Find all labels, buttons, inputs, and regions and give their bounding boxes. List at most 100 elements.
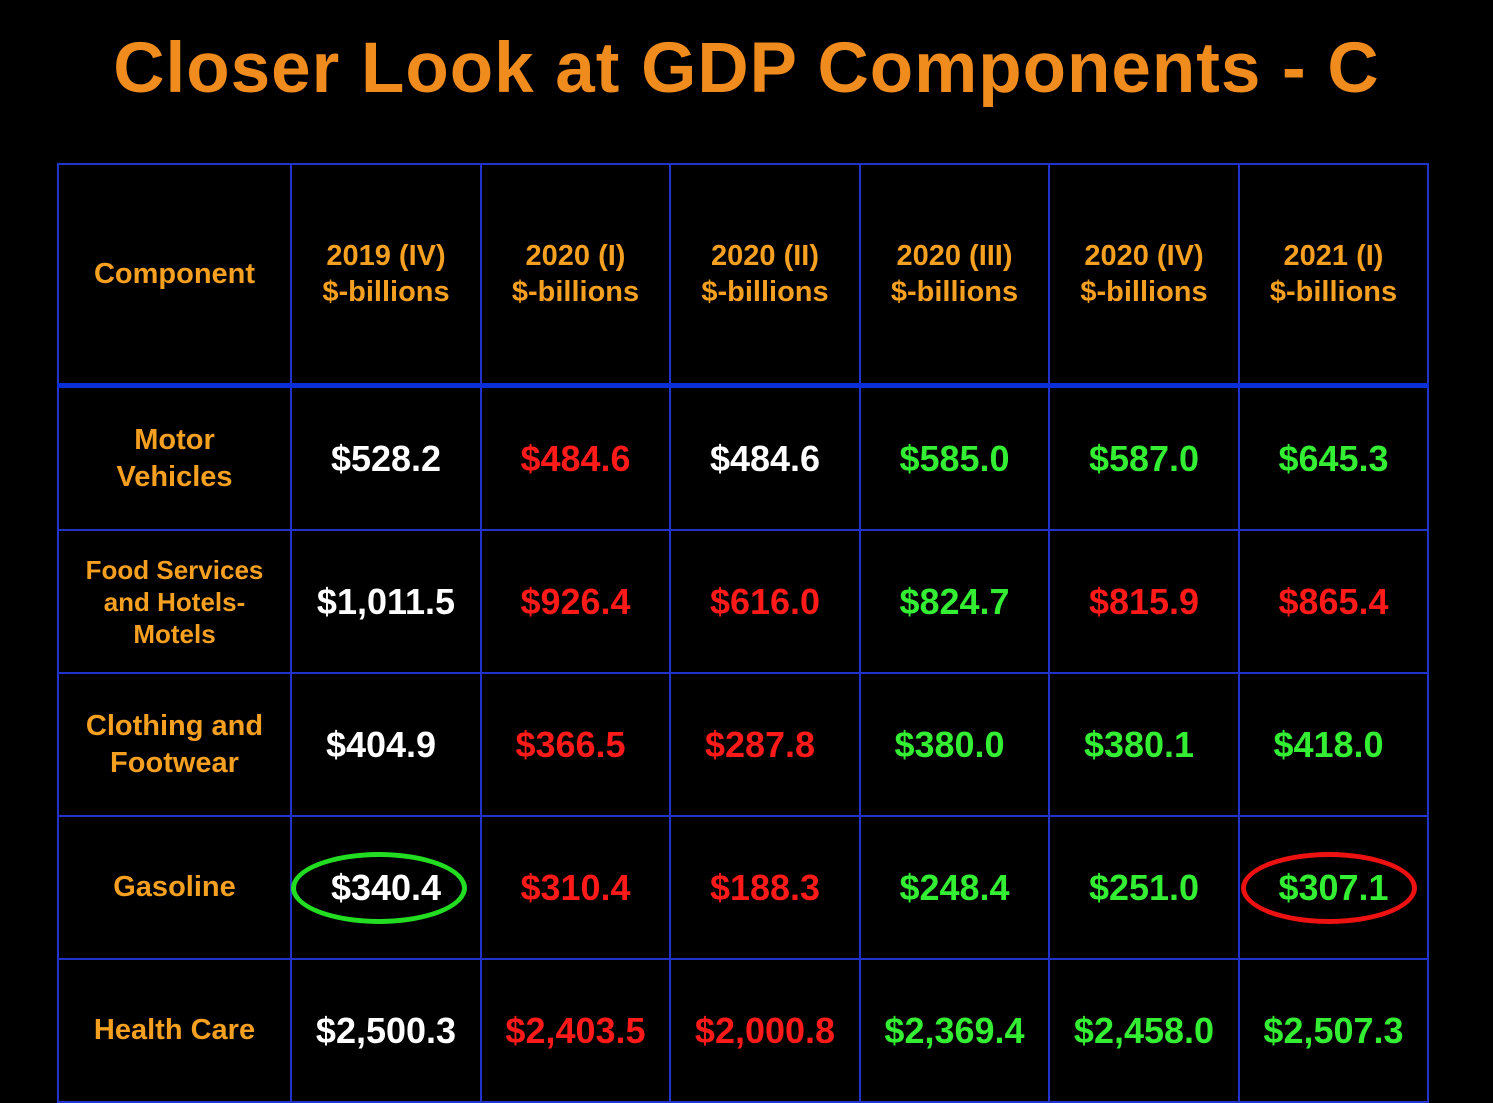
column-header-line: 2021 (I) xyxy=(1283,240,1384,272)
value-text: $865.4 xyxy=(1278,580,1389,622)
value-cell: $926.4 xyxy=(480,529,671,674)
column-header-line: $-billions xyxy=(1269,276,1398,308)
value-cell: $585.0 xyxy=(859,384,1050,531)
column-header-line: 2020 (II) xyxy=(711,240,819,272)
value-text: $404.9 xyxy=(325,723,437,765)
value-text: $2,403.5 xyxy=(505,1009,646,1051)
value-cell: $340.4 xyxy=(290,815,482,960)
column-header-line: 2020 (III) xyxy=(896,240,1013,272)
value-text: $616.0 xyxy=(709,580,821,622)
component-label-line: Health Care xyxy=(93,1014,256,1046)
table-row: Clothing and Footwear $404.9 $366.5 $287.8 $3… xyxy=(57,672,1429,817)
table-body: Motor Vehicles $528.2 $484.6 $484.6 $585.0 $58… xyxy=(57,384,1429,1103)
component-label-line: Motor xyxy=(134,423,215,456)
value-cell: $1,011.5 xyxy=(290,529,482,674)
value-text: $484.6 xyxy=(709,437,821,479)
gdp-components-table: Component 2019 (IV) $-billions 2020 (I) $-bi… xyxy=(57,163,1429,1103)
column-header-line: $-billions xyxy=(322,276,450,308)
component-label-line: Clothing and xyxy=(85,709,264,742)
value-text: $380.0 xyxy=(894,723,1005,765)
value-text: $366.5 xyxy=(515,723,626,765)
column-header-quarter: 2020 (IV) $-billions xyxy=(1048,163,1240,388)
component-label-line: Motels xyxy=(133,618,216,649)
value-cell: $2,403.5 xyxy=(480,958,671,1103)
table-row: Food Services and Hotels- Motels $1,011.5 $9… xyxy=(57,529,1429,674)
value-cell: $2,507.3 xyxy=(1238,958,1429,1103)
column-header-line: $-billions xyxy=(890,276,1019,308)
value-text: $926.4 xyxy=(520,580,631,622)
value-cell: $824.7 xyxy=(859,529,1050,674)
value-cell: $616.0 xyxy=(669,529,861,674)
column-header-line: $-billions xyxy=(1080,276,1208,308)
component-cell: Food Services and Hotels- Motels xyxy=(57,529,292,674)
value-text: $251.0 xyxy=(1088,866,1200,908)
component-label-line: Gasoline xyxy=(113,871,236,903)
value-cell: $865.4 xyxy=(1238,529,1429,674)
column-header-line: 2020 (I) xyxy=(525,240,626,272)
value-text: $528.2 xyxy=(330,437,442,479)
column-header-quarter: 2021 (I) $-billions xyxy=(1238,163,1429,388)
highlight-ellipse xyxy=(291,851,467,924)
value-text: $310.4 xyxy=(520,866,631,908)
value-cell: $2,458.0 xyxy=(1048,958,1240,1103)
component-label-line: and Hotels- xyxy=(103,586,246,617)
column-header-line: 2019 (IV) xyxy=(326,240,446,272)
value-cell: $287.8 xyxy=(669,672,861,817)
value-text: $2,500.3 xyxy=(315,1009,457,1051)
value-text: $815.9 xyxy=(1088,580,1200,622)
value-text: $380.1 xyxy=(1083,723,1195,765)
value-cell: $418.0 xyxy=(1238,672,1429,817)
value-cell: $2,000.8 xyxy=(669,958,861,1103)
column-header-quarter: 2020 (II) $-billions xyxy=(669,163,861,388)
value-cell: $307.1 xyxy=(1238,815,1429,960)
value-text: $2,507.3 xyxy=(1263,1009,1404,1051)
value-text: $587.0 xyxy=(1088,437,1200,479)
value-text: $484.6 xyxy=(520,437,631,479)
value-cell: $2,369.4 xyxy=(859,958,1050,1103)
value-text: $418.0 xyxy=(1273,723,1384,765)
value-cell: $587.0 xyxy=(1048,384,1240,531)
component-label-line: Vehicles xyxy=(116,460,233,493)
value-text: $287.8 xyxy=(704,723,816,765)
value-text: $1,011.5 xyxy=(316,580,456,622)
component-label-line: Food Services xyxy=(85,554,264,585)
value-text: $585.0 xyxy=(899,437,1010,479)
column-header-quarter: 2020 (III) $-billions xyxy=(859,163,1050,388)
column-header-component: Component xyxy=(57,163,292,388)
value-cell: $188.3 xyxy=(669,815,861,960)
column-header-quarter: 2019 (IV) $-billions xyxy=(290,163,482,388)
component-cell: Health Care xyxy=(57,958,292,1103)
component-cell: Motor Vehicles xyxy=(57,384,292,531)
column-header-quarter: 2020 (I) $-billions xyxy=(480,163,671,388)
value-cell: $484.6 xyxy=(669,384,861,531)
column-header-line: 2020 (IV) xyxy=(1084,240,1204,272)
value-cell: $366.5 xyxy=(480,672,671,817)
column-header-line: $-billions xyxy=(511,276,640,308)
value-cell: $2,500.3 xyxy=(290,958,482,1103)
value-text: $188.3 xyxy=(709,866,821,908)
column-header-line: Component xyxy=(93,258,256,290)
value-text: $645.3 xyxy=(1278,437,1389,479)
value-cell: $528.2 xyxy=(290,384,482,531)
slide-title: Closer Look at GDP Components - C xyxy=(113,29,1380,108)
value-text: $824.7 xyxy=(899,580,1010,622)
value-cell: $404.9 xyxy=(290,672,482,817)
table-row: Gasoline $340.4 $310.4 $188.3 $248.4 $251.0 $3… xyxy=(57,815,1429,960)
value-cell: $380.0 xyxy=(859,672,1050,817)
value-text: $2,369.4 xyxy=(884,1009,1025,1051)
value-text: $248.4 xyxy=(899,866,1010,908)
component-label-line: Footwear xyxy=(110,746,239,779)
column-header-line: $-billions xyxy=(701,276,829,308)
value-cell: $310.4 xyxy=(480,815,671,960)
table-row: Motor Vehicles $528.2 $484.6 $484.6 $585.0 $58… xyxy=(57,384,1429,531)
value-cell: $815.9 xyxy=(1048,529,1240,674)
value-cell: $380.1 xyxy=(1048,672,1240,817)
value-cell: $251.0 xyxy=(1048,815,1240,960)
header-row: Component 2019 (IV) $-billions 2020 (I) $-bi… xyxy=(57,163,1429,388)
value-cell: $645.3 xyxy=(1238,384,1429,531)
value-text: $2,000.8 xyxy=(694,1009,836,1051)
component-cell: Clothing and Footwear xyxy=(57,672,292,817)
component-cell: Gasoline xyxy=(57,815,292,960)
table-row: Health Care $2,500.3 $2,403.5 $2,000.8 $2,36… xyxy=(57,958,1429,1103)
value-cell: $248.4 xyxy=(859,815,1050,960)
